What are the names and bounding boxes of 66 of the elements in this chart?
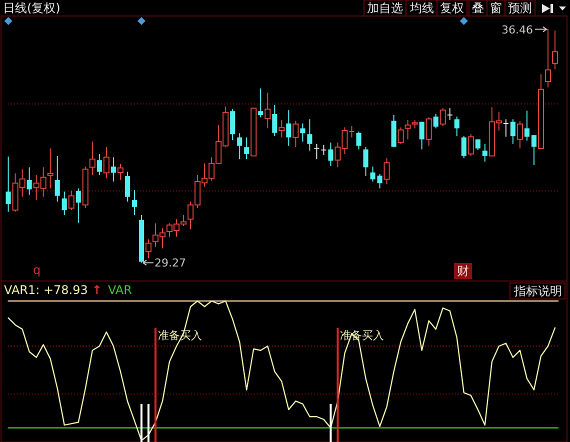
candlestick [524, 110, 530, 142]
candlestick [552, 30, 558, 70]
candlestick [531, 134, 536, 166]
candlestick [412, 119, 418, 129]
candlestick [363, 146, 368, 177]
candlestick [516, 120, 523, 149]
candlestick [237, 132, 242, 160]
candlestick [384, 158, 390, 185]
text: 加自选 [367, 1, 403, 15]
candlestick [292, 120, 299, 148]
candlestick [110, 156, 116, 182]
candlestick [258, 88, 264, 118]
annotation: 29.27 [154, 256, 186, 270]
candlestick [103, 146, 110, 179]
candlestick [461, 136, 466, 159]
candlestick [244, 136, 250, 160]
text: 窗 [490, 1, 502, 15]
text: 复权 [440, 1, 464, 15]
candlestick [482, 143, 488, 162]
candlestick [76, 188, 81, 224]
text: 均线 [409, 1, 434, 15]
candlestick [320, 144, 327, 156]
candlestick [96, 153, 102, 176]
text: q [33, 263, 41, 277]
text: 预测 [508, 1, 532, 15]
candlestick [68, 190, 74, 211]
candlestick [89, 141, 96, 176]
candlestick [124, 171, 130, 202]
candlestick [272, 104, 278, 137]
candlestick [510, 118, 516, 144]
candlestick [230, 108, 236, 140]
candlestick [307, 118, 312, 152]
candlestick [54, 155, 60, 202]
candlestick [145, 238, 152, 259]
candlestick [328, 142, 334, 166]
candlestick [377, 174, 382, 189]
text: 叠 [472, 1, 484, 15]
candlestick [6, 156, 11, 212]
candlestick [264, 92, 271, 129]
candlestick [502, 118, 509, 138]
text: ↑ [92, 283, 102, 297]
candlestick [47, 148, 54, 189]
candlestick [278, 119, 285, 138]
candlestick [314, 143, 320, 160]
candlestick [26, 166, 32, 196]
candlestick [117, 164, 124, 180]
annotation: 36.46 [501, 23, 533, 36]
candlestick [538, 74, 544, 149]
candlestick [62, 191, 67, 216]
candlestick [356, 131, 362, 150]
candlestick [544, 28, 552, 88]
candlestick [250, 108, 257, 156]
candlestick [454, 116, 460, 137]
text: 日线(复权) [3, 1, 60, 15]
candlestick [419, 121, 424, 150]
candlestick [404, 119, 411, 140]
text: VAR [108, 283, 132, 297]
candlestick [300, 122, 306, 142]
candlestick [446, 108, 453, 120]
candlestick [132, 189, 137, 216]
candlestick [286, 110, 292, 146]
candlestick [433, 114, 438, 129]
text: 指标说明 [513, 284, 562, 298]
candlestick [370, 166, 376, 182]
text: 财 [457, 264, 469, 278]
series-label: VAR1: +78.93 [4, 283, 88, 297]
